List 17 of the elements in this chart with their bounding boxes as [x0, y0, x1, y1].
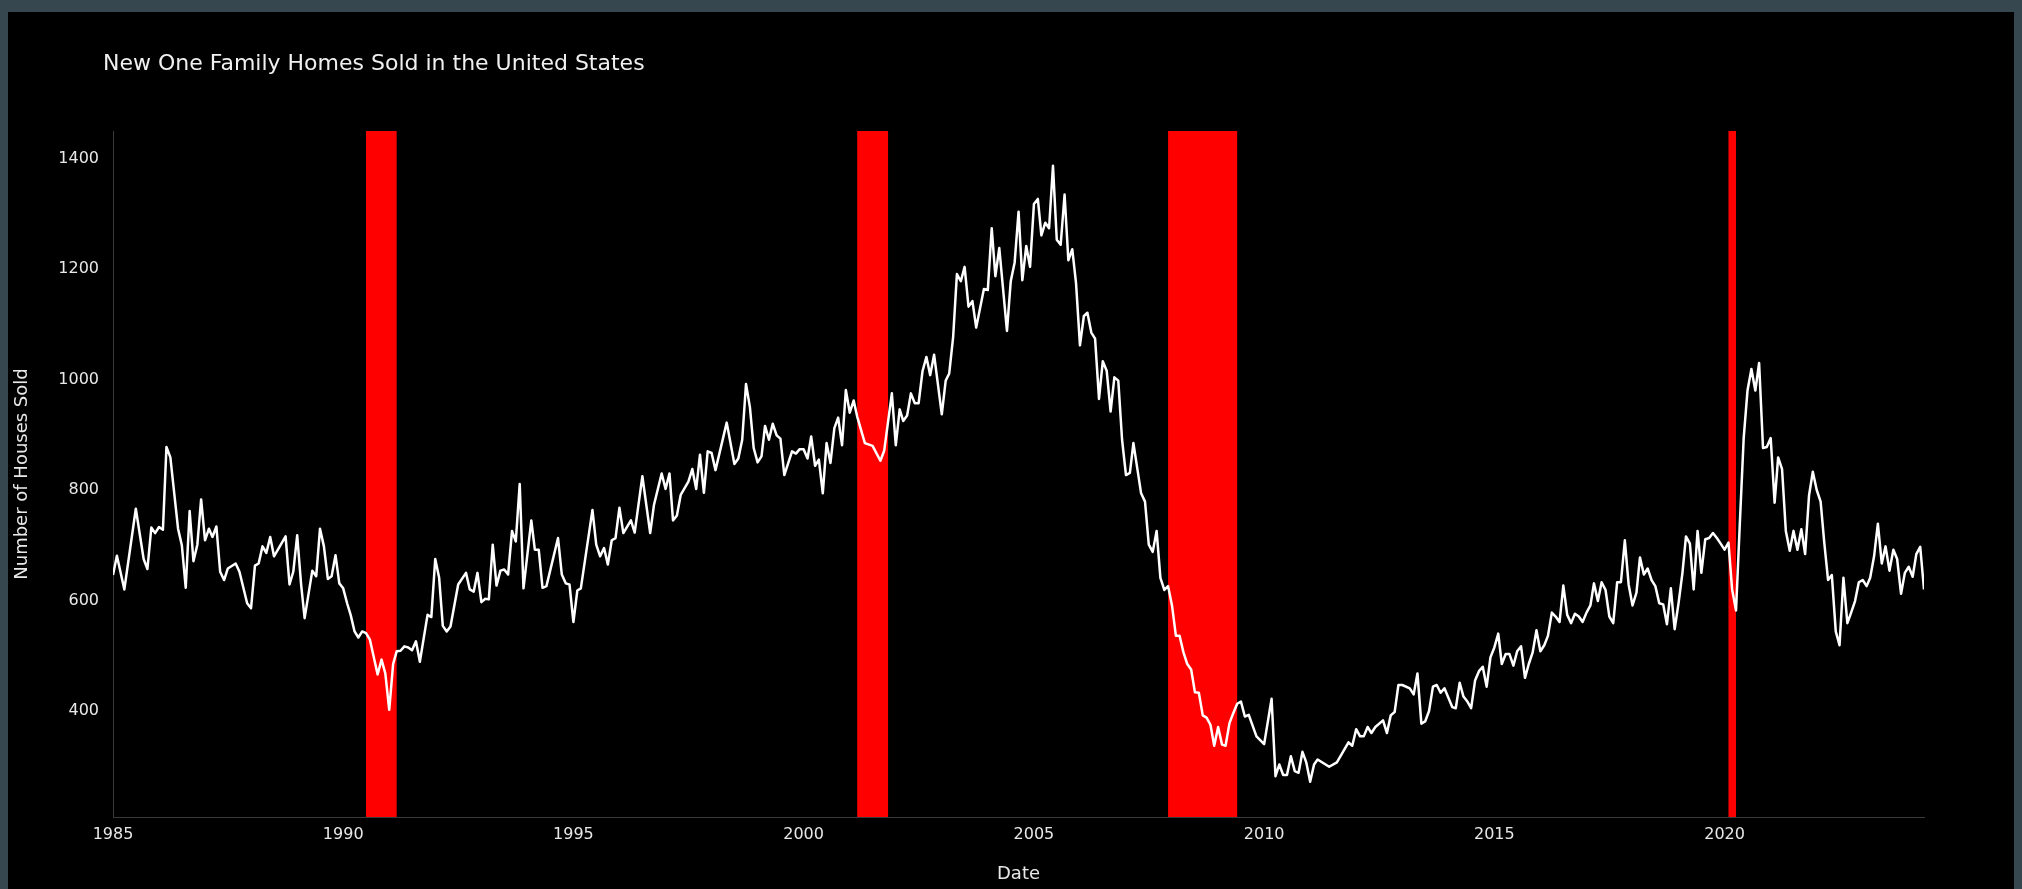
y-axis-title: Number of Houses Sold: [10, 368, 32, 580]
y-tick-label: 600: [68, 589, 99, 609]
x-axis-title: Date: [996, 861, 1041, 883]
chart-title: New One Family Homes Sold in the United States: [103, 50, 645, 75]
x-tick-label: 2000: [783, 823, 824, 843]
y-tick-label: 1000: [58, 368, 99, 388]
x-tick-label: 2010: [1243, 823, 1285, 843]
y-tick-label: 800: [68, 479, 99, 499]
x-tick-label: 1990: [322, 823, 364, 843]
x-tick-label: 2020: [1704, 823, 1745, 843]
x-tick-label: 1985: [92, 823, 134, 843]
y-tick-label: 400: [68, 700, 99, 720]
y-tick-label: 1400: [58, 147, 99, 167]
x-tick-label: 2005: [1013, 823, 1055, 843]
x-tick-label: 2015: [1473, 823, 1515, 843]
y-tick-label: 1200: [58, 258, 99, 278]
x-tick-label: 1995: [553, 823, 594, 843]
